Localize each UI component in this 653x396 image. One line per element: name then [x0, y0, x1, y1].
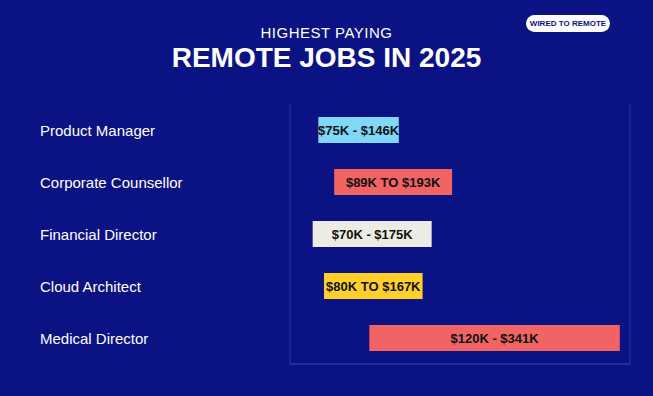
svg-text:$120K - $341K: $120K - $341K — [450, 331, 539, 346]
svg-text:Medical Director: Medical Director — [40, 330, 148, 347]
svg-text:$75K - $146K: $75K - $146K — [318, 123, 400, 138]
svg-text:Corporate Counsellor: Corporate Counsellor — [40, 174, 183, 191]
html-text:REMOTE JOBS IN 2025: REMOTE JOBS IN 2025 — [171, 42, 482, 73]
svg-text:$70K - $175K: $70K - $175K — [332, 227, 414, 242]
svg-text:Product Manager: Product Manager — [40, 122, 155, 139]
svg-text:$80K TO $167K: $80K TO $167K — [326, 279, 421, 294]
html-text:HIGHEST PAYING: HIGHEST PAYING — [260, 24, 393, 41]
svg-text:$89K TO $193K: $89K TO $193K — [346, 175, 441, 190]
html-text:WIRED TO REMOTE: WIRED TO REMOTE — [529, 19, 607, 28]
svg-text:Financial Director: Financial Director — [40, 226, 157, 243]
svg-text:Cloud Architect: Cloud Architect — [40, 278, 142, 295]
